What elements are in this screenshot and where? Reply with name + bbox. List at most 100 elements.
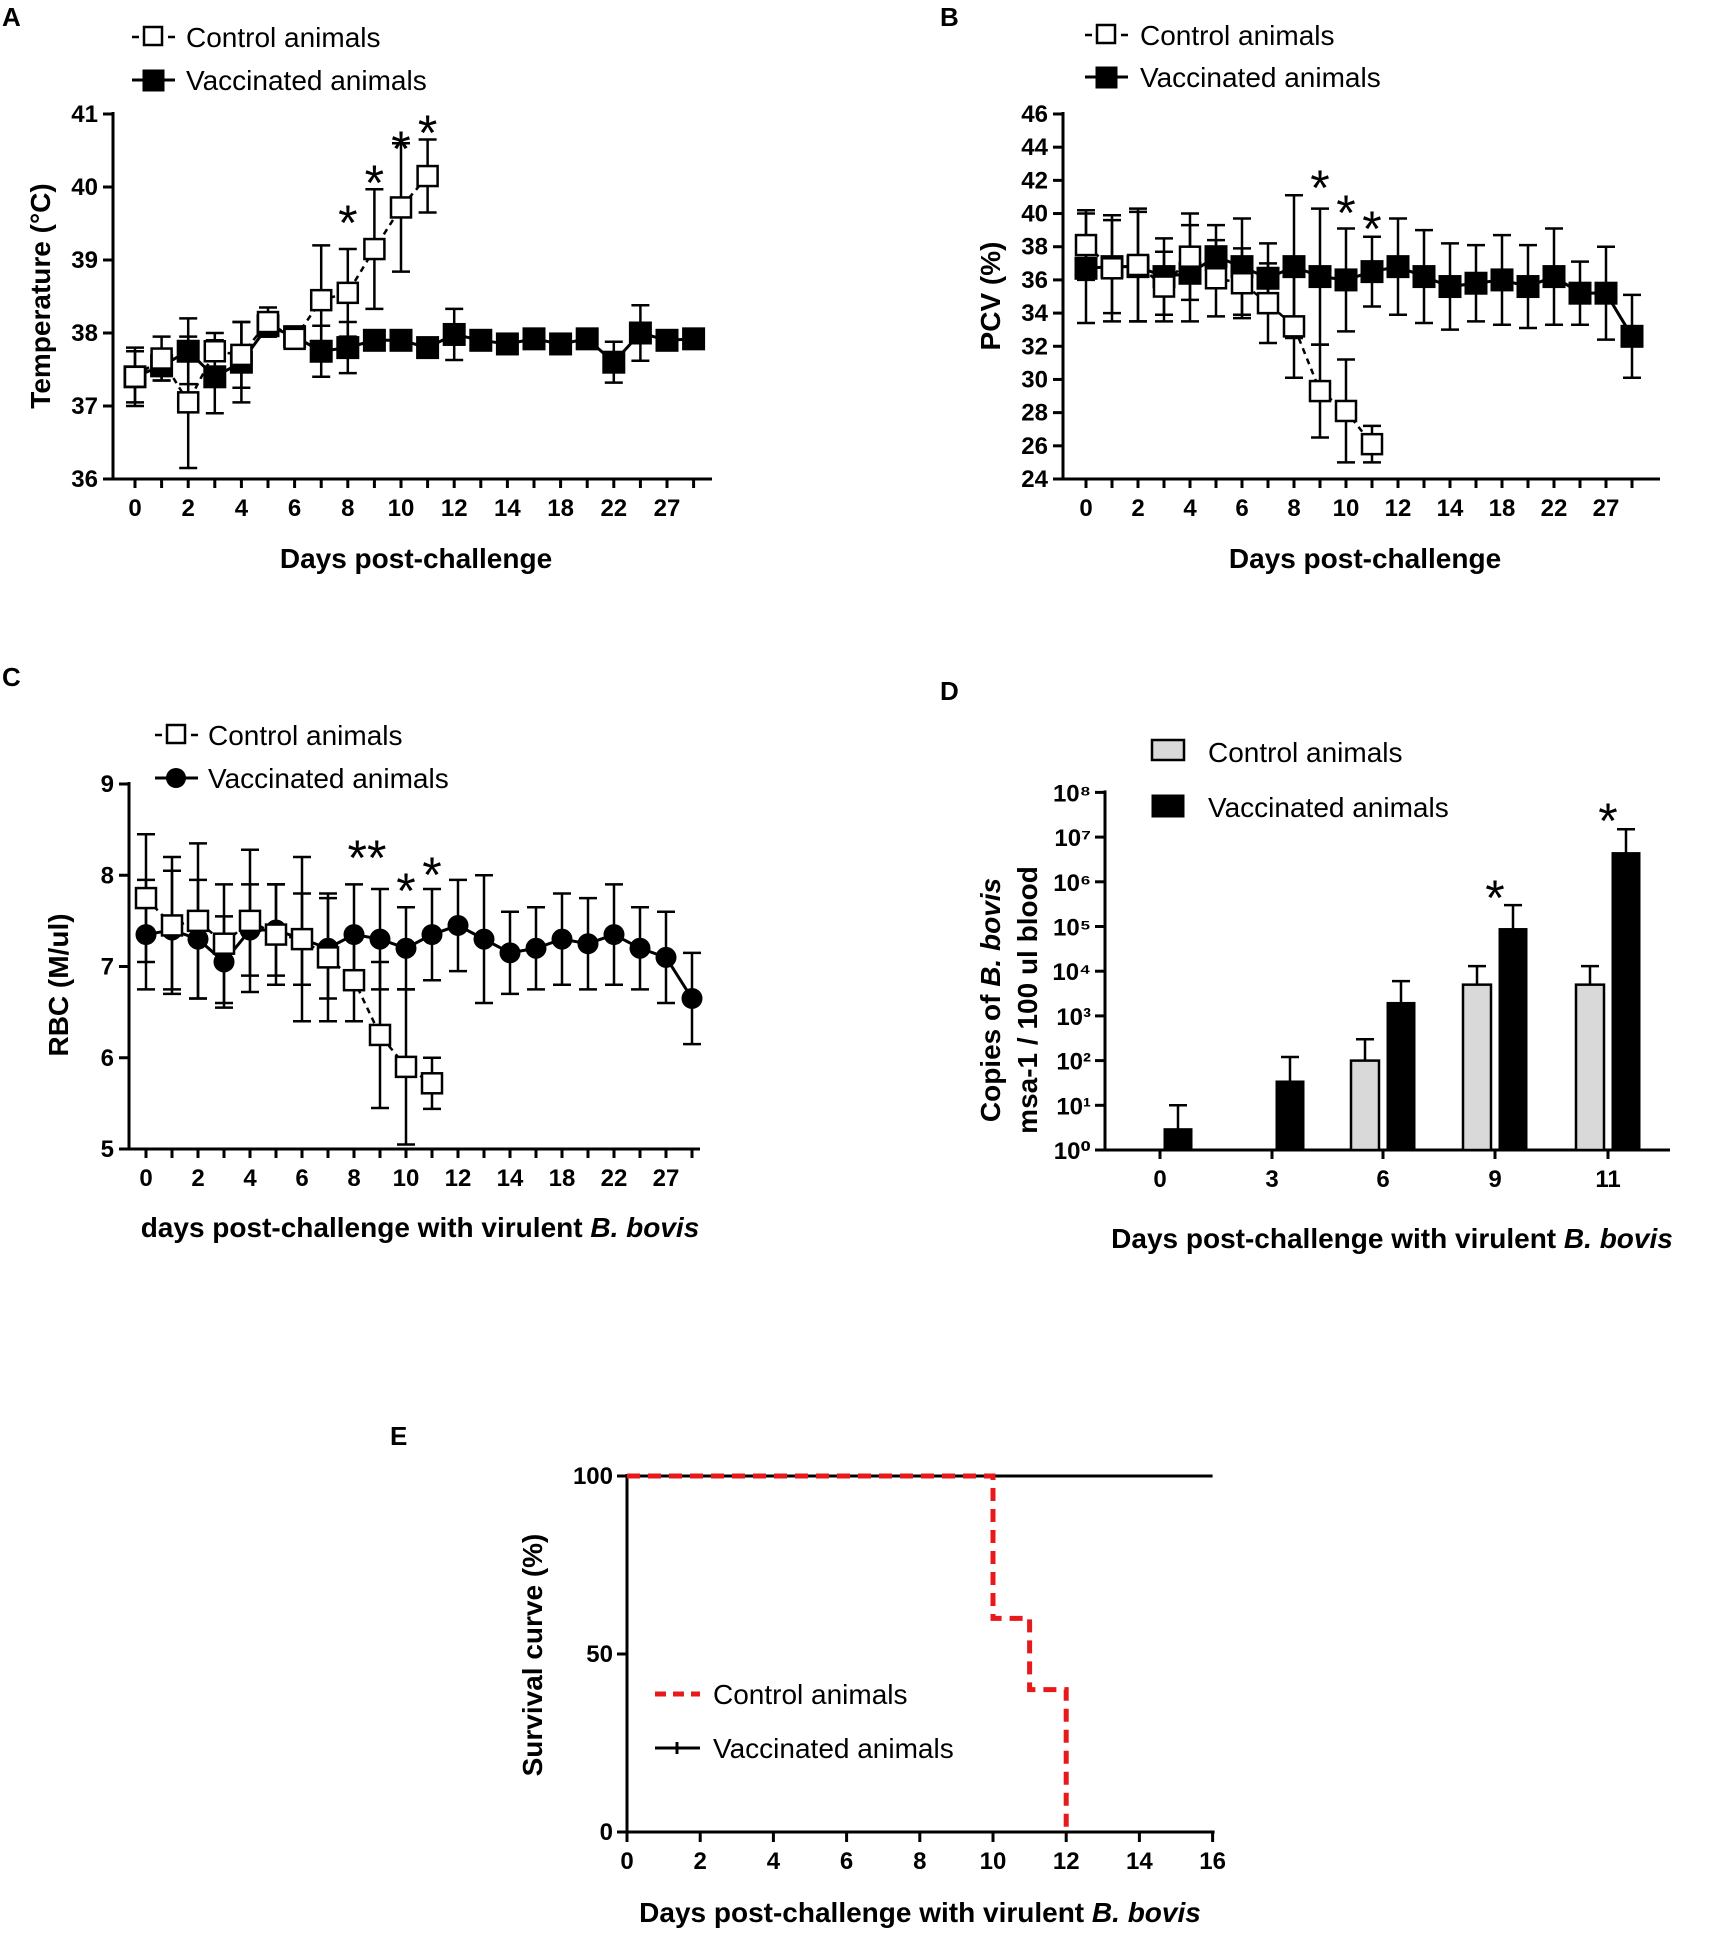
control-data-point bbox=[389, 196, 413, 219]
x-tick-label: 14 bbox=[1126, 1848, 1153, 1875]
y-tick-label: 44 bbox=[1021, 134, 1048, 161]
legend-control-label: Control animals bbox=[1208, 737, 1403, 768]
x-tick-label: 0 bbox=[128, 495, 141, 522]
control-data-point bbox=[1308, 379, 1332, 403]
y-tick-label: 6 bbox=[101, 1045, 114, 1072]
x-tick-label: 0 bbox=[1079, 495, 1092, 522]
y-tick-label: 50 bbox=[586, 1641, 613, 1668]
vaccinated-data-point bbox=[1620, 324, 1644, 348]
y-axis-title-e: Survival curve (%) bbox=[517, 1534, 548, 1777]
y-tick-label: 40 bbox=[1021, 201, 1048, 228]
y-tick-label: 46 bbox=[1021, 101, 1048, 128]
vaccinated-data-point bbox=[421, 924, 443, 946]
y-tick-label: 24 bbox=[1021, 466, 1048, 493]
x-tick-label: 10 bbox=[388, 495, 415, 522]
panel-letter-c: C bbox=[2, 662, 21, 692]
vaccinated-data-point bbox=[1568, 281, 1592, 305]
vaccinated-data-point bbox=[549, 332, 573, 356]
control-data-point bbox=[134, 886, 158, 910]
vaccinated-bar bbox=[1163, 1128, 1193, 1151]
y-axis-title-c: RBC (M/ul) bbox=[43, 913, 74, 1056]
y-tick-label: 10¹ bbox=[1056, 1093, 1091, 1120]
x-tick-label: 18 bbox=[549, 1165, 576, 1192]
vaccinated-data-point bbox=[336, 336, 360, 360]
control-data-point bbox=[1178, 245, 1202, 268]
vaccinated-data-point bbox=[655, 946, 677, 968]
control-data-point bbox=[150, 347, 173, 370]
y-axis-title-a: Temperature (°C) bbox=[25, 183, 56, 408]
vaccinated-data-point bbox=[1594, 281, 1618, 305]
x-tick-label: 0 bbox=[1153, 1166, 1166, 1193]
x-axis-title-b: Days post-challenge bbox=[1229, 543, 1501, 574]
x-tick-label: 27 bbox=[1593, 495, 1620, 522]
control-data-point bbox=[1152, 275, 1176, 298]
x-tick-label: 11 bbox=[1595, 1166, 1620, 1193]
vaccinated-data-point bbox=[362, 328, 386, 352]
x-tick-label: 8 bbox=[913, 1848, 926, 1875]
significance-star: ** bbox=[348, 830, 387, 886]
x-tick-label: 22 bbox=[601, 1165, 628, 1192]
vaccinated-series-line bbox=[1085, 255, 1634, 338]
control-data-point bbox=[290, 927, 314, 951]
vaccinated-data-point bbox=[602, 350, 626, 374]
control-data-point bbox=[1100, 257, 1124, 280]
y-tick-label: 36 bbox=[71, 466, 98, 493]
vaccinated-data-point bbox=[655, 328, 679, 352]
x-tick-label: 6 bbox=[840, 1848, 853, 1875]
legend-d: Control animals Vaccinated animals bbox=[1150, 737, 1449, 823]
control-data-point bbox=[160, 914, 184, 937]
x-tick-label: 2 bbox=[182, 495, 195, 522]
y-tick-label: 37 bbox=[71, 393, 98, 420]
vaccinated-data-point bbox=[499, 942, 521, 964]
vaccinated-data-point bbox=[629, 937, 651, 959]
control-bar bbox=[1349, 1059, 1381, 1152]
y-tick-label: 34 bbox=[1021, 300, 1048, 327]
y-tick-label: 38 bbox=[71, 320, 98, 347]
x-tick-label: 6 bbox=[1235, 495, 1248, 522]
panel-letter-a: A bbox=[2, 2, 21, 32]
y-tick-label: 10⁶ bbox=[1053, 870, 1091, 897]
significance-star: * bbox=[422, 847, 441, 903]
x-tick-label: 12 bbox=[441, 495, 468, 522]
legend-control-label: Control animals bbox=[713, 1679, 908, 1710]
control-bar bbox=[1574, 983, 1606, 1152]
vaccinated-data-point bbox=[681, 987, 703, 1009]
significance-star: * bbox=[418, 105, 437, 161]
y-tick-label: 100 bbox=[573, 1463, 613, 1490]
legend-grey-bar-icon bbox=[1150, 738, 1186, 762]
significance-star: * bbox=[396, 863, 415, 919]
significance-star: * bbox=[1336, 185, 1355, 241]
legend-c: Control animals Vaccinated animals bbox=[155, 720, 449, 794]
legend-open-square-icon bbox=[142, 25, 164, 47]
control-data-point bbox=[256, 310, 280, 334]
control-data-point bbox=[1230, 271, 1254, 295]
vaccinated-data-point bbox=[1412, 265, 1436, 289]
x-tick-label: 6 bbox=[295, 1165, 308, 1192]
x-tick-label: 8 bbox=[1287, 495, 1300, 522]
control-data-point bbox=[123, 365, 147, 389]
control-data-point bbox=[238, 909, 262, 933]
control-data-point bbox=[283, 327, 306, 351]
y-tick-label: 8 bbox=[101, 862, 114, 889]
x-tick-label: 14 bbox=[494, 495, 521, 522]
control-data-point bbox=[368, 1023, 392, 1047]
y-tick-label: 42 bbox=[1021, 167, 1048, 194]
vaccinated-data-point bbox=[447, 914, 469, 936]
x-tick-label: 3 bbox=[1265, 1166, 1278, 1193]
y-tick-label: 10³ bbox=[1056, 1004, 1091, 1031]
plot-area-d: 10⁰ 10¹ 10² 10³ 10⁴ 10⁵ 10⁶ 10⁷ 10⁸ 0 3 6 9 11 * * bbox=[1052, 780, 1670, 1193]
x-axis-title-d: Days post-challenge with virulent B. bov… bbox=[1111, 1223, 1673, 1254]
vaccinated-data-point bbox=[1386, 255, 1410, 279]
significance-star: * bbox=[1362, 201, 1381, 257]
x-tick-label: 22 bbox=[1541, 495, 1568, 522]
vaccinated-data-point bbox=[1308, 265, 1332, 289]
x-tick-label: 27 bbox=[654, 495, 681, 522]
x-axis-title-a: Days post-challenge bbox=[280, 543, 552, 574]
y-tick-label: 40 bbox=[71, 174, 98, 201]
legend-open-square-icon bbox=[165, 723, 187, 745]
vaccinated-data-point bbox=[389, 328, 413, 352]
legend-black-bar-icon bbox=[1151, 794, 1185, 818]
